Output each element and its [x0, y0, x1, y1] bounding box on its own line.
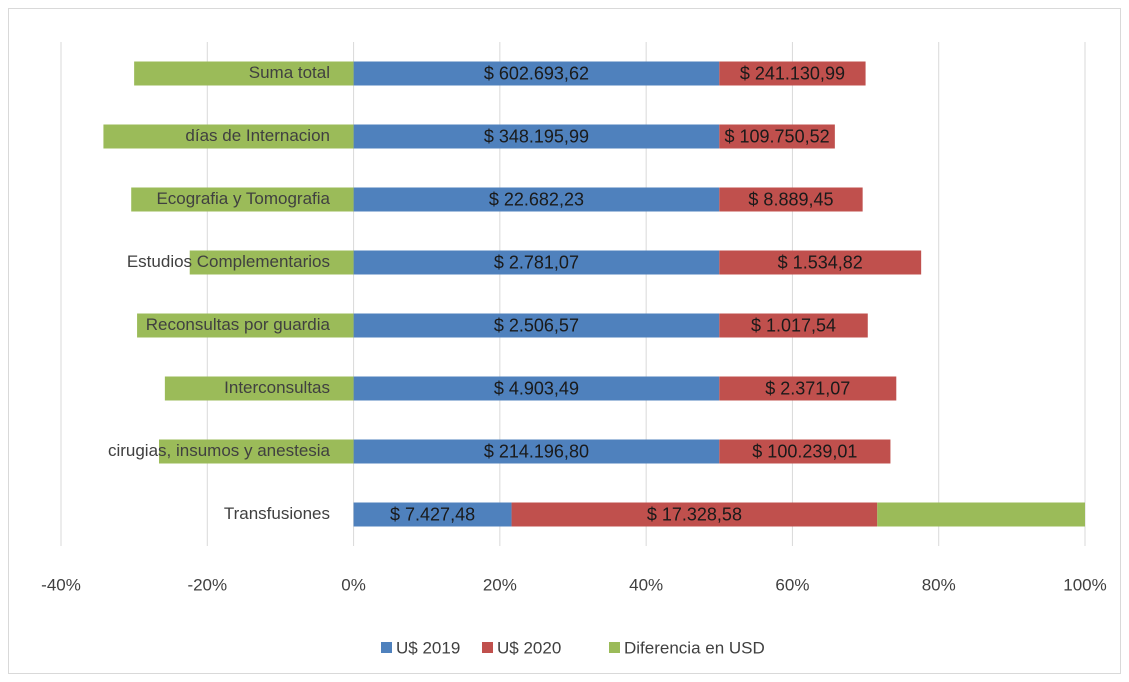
x-tick-label: 0% — [341, 575, 366, 594]
x-tick-label: 60% — [775, 575, 809, 594]
data-label: $ 1.534,82 — [778, 252, 863, 272]
data-label: $ 241.130,99 — [740, 63, 845, 83]
bar — [353, 502, 512, 527]
x-tick-label: 20% — [483, 575, 517, 594]
bar — [877, 502, 1085, 527]
chart-border — [8, 8, 1121, 674]
bar — [719, 313, 868, 338]
data-label: $ 214.196,80 — [484, 441, 589, 461]
legend-label: U$ 2020 — [497, 638, 561, 657]
legend-label: Diferencia en USD — [624, 638, 765, 657]
bar — [719, 439, 891, 464]
data-label: $ 17.328,58 — [647, 504, 742, 524]
bar — [353, 313, 720, 338]
bar — [719, 187, 863, 212]
bar — [353, 376, 720, 401]
x-tick-label: 80% — [922, 575, 956, 594]
bar — [353, 439, 720, 464]
y-tick-label: Transfusiones — [224, 504, 330, 523]
data-label: $ 7.427,48 — [390, 504, 475, 524]
y-tick-label: días de Internacion — [185, 126, 330, 145]
bar — [189, 250, 354, 275]
bar — [137, 313, 354, 338]
data-label: $ 1.017,54 — [751, 315, 836, 335]
x-tick-label: -40% — [41, 575, 81, 594]
y-tick-label: Estudios Complementarios — [127, 252, 330, 271]
bar — [719, 376, 897, 401]
bar — [353, 187, 720, 212]
x-tick-label: 40% — [629, 575, 663, 594]
bar — [159, 439, 354, 464]
y-tick-label: Suma total — [249, 63, 330, 82]
bar — [719, 250, 922, 275]
y-tick-label: Interconsultas — [224, 378, 330, 397]
bar — [164, 376, 354, 401]
legend-label: U$ 2019 — [396, 638, 460, 657]
bar — [131, 187, 354, 212]
y-tick-label: Reconsultas por guardia — [146, 315, 331, 334]
bar — [719, 124, 835, 149]
bar — [353, 250, 720, 275]
data-label: $ 348.195,99 — [484, 126, 589, 146]
bar — [134, 61, 354, 86]
y-tick-label: cirugias, insumos y anestesia — [108, 441, 331, 460]
data-label: $ 22.682,23 — [489, 189, 584, 209]
legend-swatch — [482, 642, 493, 653]
y-tick-label: Ecografia y Tomografia — [156, 189, 330, 208]
data-label: $ 2.506,57 — [494, 315, 579, 335]
x-tick-label: -20% — [187, 575, 227, 594]
x-tick-label: 100% — [1063, 575, 1106, 594]
data-label: $ 4.903,49 — [494, 378, 579, 398]
data-label: $ 602.693,62 — [484, 63, 589, 83]
data-label: $ 2.781,07 — [494, 252, 579, 272]
bar — [353, 124, 720, 149]
data-label: $ 109.750,52 — [725, 126, 830, 146]
data-label: $ 100.239,01 — [752, 441, 857, 461]
bar — [719, 61, 866, 86]
bar — [511, 502, 878, 527]
bar — [103, 124, 354, 149]
bar — [353, 61, 720, 86]
data-label: $ 8.889,45 — [748, 189, 833, 209]
legend-swatch — [381, 642, 392, 653]
data-label: $ 2.371,07 — [765, 378, 850, 398]
legend-swatch — [609, 642, 620, 653]
